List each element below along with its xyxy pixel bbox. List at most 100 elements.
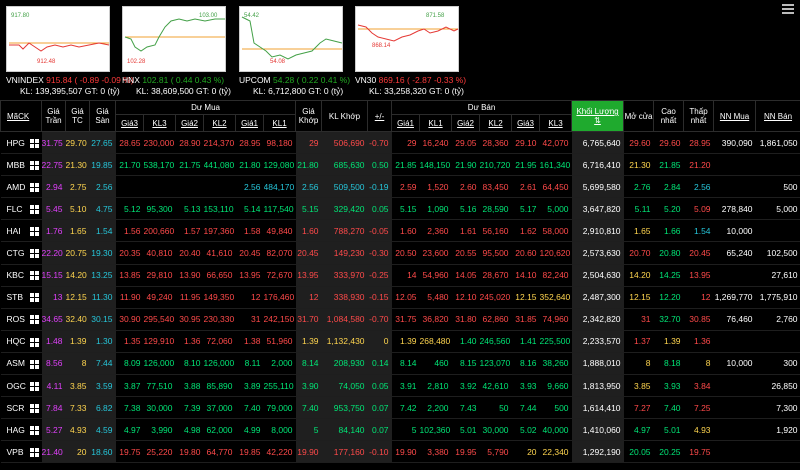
ask3-price-cell: 3.93 bbox=[511, 374, 540, 398]
table-row[interactable]: HAI 1.76 1.65 1.54 1.56 200,660 1.57 197,360 1.5… bbox=[0, 219, 800, 243]
floor-cell: 27.65 bbox=[89, 131, 116, 155]
index-card-hnx[interactable]: 103.00 102.28 HNX 102.81 ( 0.44 0.43 %) KL:… bbox=[116, 0, 234, 100]
grid-icon-cell[interactable] bbox=[27, 308, 42, 331]
grid-icon[interactable] bbox=[30, 204, 39, 214]
bid3-price-cell: 11.90 bbox=[115, 286, 144, 309]
grid-icon-cell[interactable] bbox=[27, 418, 42, 442]
symbol-cell[interactable]: HAG bbox=[0, 418, 28, 442]
grid-icon[interactable] bbox=[30, 337, 39, 347]
grid-icon-cell[interactable] bbox=[27, 197, 42, 221]
grid-icon[interactable] bbox=[30, 359, 39, 369]
grid-icon-cell[interactable] bbox=[27, 264, 42, 287]
index-card-vn30[interactable]: 871.58 868.14 VN30 869.16 ( -2.87 -0.33 %)… bbox=[349, 0, 467, 100]
grid-icon-cell[interactable] bbox=[27, 286, 42, 309]
symbol-cell[interactable]: OGC bbox=[0, 374, 28, 398]
index-value: 54.28 bbox=[273, 75, 297, 85]
table-row[interactable]: STB 13 12.15 11.30 11.90 49,240 11.95 149,350 12… bbox=[0, 286, 800, 309]
grid-icon-cell[interactable] bbox=[27, 374, 42, 398]
symbol-cell[interactable]: KBC bbox=[0, 264, 28, 287]
grid-icon-cell[interactable] bbox=[27, 175, 42, 199]
bid3-vol-cell: 129,910 bbox=[143, 330, 176, 353]
symbol-cell[interactable]: AMD bbox=[0, 175, 28, 199]
reference-cell: 1.65 bbox=[65, 219, 90, 243]
table-row[interactable]: VPB 21.40 20 18.60 19.75 25,220 19.80 64,770 19.… bbox=[0, 440, 800, 464]
foreign-sell-cell: 500 bbox=[755, 175, 800, 199]
grid-icon-cell[interactable] bbox=[27, 352, 42, 376]
grid-icon-cell[interactable] bbox=[27, 219, 42, 243]
grid-icon[interactable] bbox=[30, 271, 39, 281]
menu-icon[interactable] bbox=[782, 4, 794, 16]
grid-icon[interactable] bbox=[30, 249, 39, 259]
symbol-cell[interactable]: STB bbox=[0, 286, 28, 309]
ceiling-cell: 8.56 bbox=[41, 352, 66, 376]
table-row[interactable]: FLC 5.45 5.10 4.75 5.12 95,300 5.13 153,110 5.14… bbox=[0, 197, 800, 221]
foreign-sell-cell: 102,500 bbox=[755, 241, 800, 265]
symbol-cell[interactable]: ASM bbox=[0, 352, 28, 376]
bid1-vol-cell: 117,540 bbox=[263, 197, 296, 221]
table-row[interactable]: SCR 7.84 7.33 6.82 7.38 30,000 7.39 37,000 7.40 7… bbox=[0, 396, 800, 420]
index-card-vnindex[interactable]: 917.80 912.48 VNINDEX 915.84 ( -0.89 -0.09… bbox=[0, 0, 134, 100]
bid2-price-cell: 13.90 bbox=[175, 264, 204, 287]
grid-icon[interactable] bbox=[30, 447, 39, 457]
grid-icon[interactable] bbox=[30, 227, 39, 237]
bid3-vol-cell: 230,000 bbox=[143, 131, 176, 155]
table-row[interactable]: HQC 1.48 1.39 1.30 1.35 129,910 1.36 72,060 1.38… bbox=[0, 330, 800, 353]
change-cell: -0.30 bbox=[367, 241, 392, 265]
grid-icon-cell[interactable] bbox=[27, 131, 42, 155]
symbol-cell[interactable]: SCR bbox=[0, 396, 28, 420]
chart-high-label: 103.00 bbox=[199, 13, 218, 19]
table-row[interactable]: MBB 22.75 21.30 19.85 21.70 538,170 21.75 441,0… bbox=[0, 153, 800, 177]
table-row[interactable]: OGC 4.11 3.85 3.59 3.87 77,510 3.88 85,890 3.89 2… bbox=[0, 374, 800, 398]
bid2-price-cell: 20.40 bbox=[175, 241, 204, 265]
ask2-vol-cell: 245,020 bbox=[479, 286, 512, 309]
grid-icon[interactable] bbox=[30, 315, 39, 325]
symbol-cell[interactable]: HPG bbox=[0, 131, 28, 155]
grid-icon[interactable] bbox=[30, 160, 39, 170]
grid-icon-cell[interactable] bbox=[27, 241, 42, 265]
header-macck[interactable]: MãCK bbox=[0, 100, 43, 132]
total-volume-cell: 5,699,580 bbox=[571, 175, 624, 199]
symbol-cell[interactable]: HAI bbox=[0, 219, 28, 243]
match-price-cell: 29 bbox=[295, 131, 322, 155]
reference-cell: 32.40 bbox=[65, 308, 90, 331]
bid3-price-cell: 30.90 bbox=[115, 308, 144, 331]
foreign-buy-cell bbox=[713, 153, 756, 177]
match-vol-cell: 333,970 bbox=[321, 264, 368, 287]
bid2-price-cell: 28.90 bbox=[175, 131, 204, 155]
grid-icon[interactable] bbox=[30, 403, 39, 413]
table-row[interactable]: AMD 2.94 2.75 2.56 2.56 484,170 2.56 509,500 -0.… bbox=[0, 175, 800, 199]
grid-icon[interactable] bbox=[30, 381, 39, 391]
table-row[interactable]: HPG 31.75 29.70 27.65 28.65 230,000 28.90 214,3… bbox=[0, 131, 800, 155]
ask1-vol-cell: 2,200 bbox=[419, 396, 452, 420]
grid-icon-cell[interactable] bbox=[27, 440, 42, 464]
table-row[interactable]: KBC 15.15 14.20 13.25 13.85 29,810 13.90 66,650… bbox=[0, 264, 800, 287]
open-cell: 8 bbox=[623, 352, 654, 376]
grid-icon[interactable] bbox=[30, 138, 39, 148]
table-row[interactable]: ROS 34.65 32.40 30.15 30.90 295,540 30.95 230,3… bbox=[0, 308, 800, 331]
grid-icon-cell[interactable] bbox=[27, 396, 42, 420]
grid-icon[interactable] bbox=[30, 182, 39, 192]
grid-icon-cell[interactable] bbox=[27, 153, 42, 177]
bid1-vol-cell: 42,220 bbox=[263, 440, 296, 464]
grid-icon-cell[interactable] bbox=[27, 330, 42, 353]
ask1-price-cell: 29 bbox=[391, 131, 420, 155]
table-row[interactable]: ASM 8.56 8 7.44 8.09 126,000 8.10 126,000 8.11 2,… bbox=[0, 352, 800, 376]
symbol-cell[interactable]: HQC bbox=[0, 330, 28, 353]
symbol-cell[interactable]: VPB bbox=[0, 440, 28, 464]
symbol-cell[interactable]: ROS bbox=[0, 308, 28, 331]
symbol-cell[interactable]: FLC bbox=[0, 197, 28, 221]
header-total-volume[interactable]: Khối Lượng ⇅ bbox=[571, 100, 625, 132]
index-card-upcom[interactable]: 54.42 54.08 UPCOM 54.28 ( 0.22 0.41 %) KL: … bbox=[233, 0, 351, 100]
ask3-price-cell: 1.41 bbox=[511, 330, 540, 353]
match-price-cell: 12 bbox=[295, 286, 322, 309]
table-row[interactable]: HAG 5.27 4.93 4.59 4.97 3,990 4.98 62,000 4.99 8,… bbox=[0, 418, 800, 442]
bid1-vol-cell: 484,170 bbox=[263, 175, 296, 199]
symbol-cell[interactable]: CTG bbox=[0, 241, 28, 265]
table-row[interactable]: CTG 22.20 20.75 19.30 20.35 40,810 20.40 41,610… bbox=[0, 241, 800, 265]
foreign-sell-cell: 1,920 bbox=[755, 418, 800, 442]
foreign-buy-cell: 10,000 bbox=[713, 352, 756, 376]
grid-icon[interactable] bbox=[30, 293, 39, 303]
match-price-cell: 21.80 bbox=[295, 153, 322, 177]
grid-icon[interactable] bbox=[30, 425, 39, 435]
symbol-cell[interactable]: MBB bbox=[0, 153, 28, 177]
